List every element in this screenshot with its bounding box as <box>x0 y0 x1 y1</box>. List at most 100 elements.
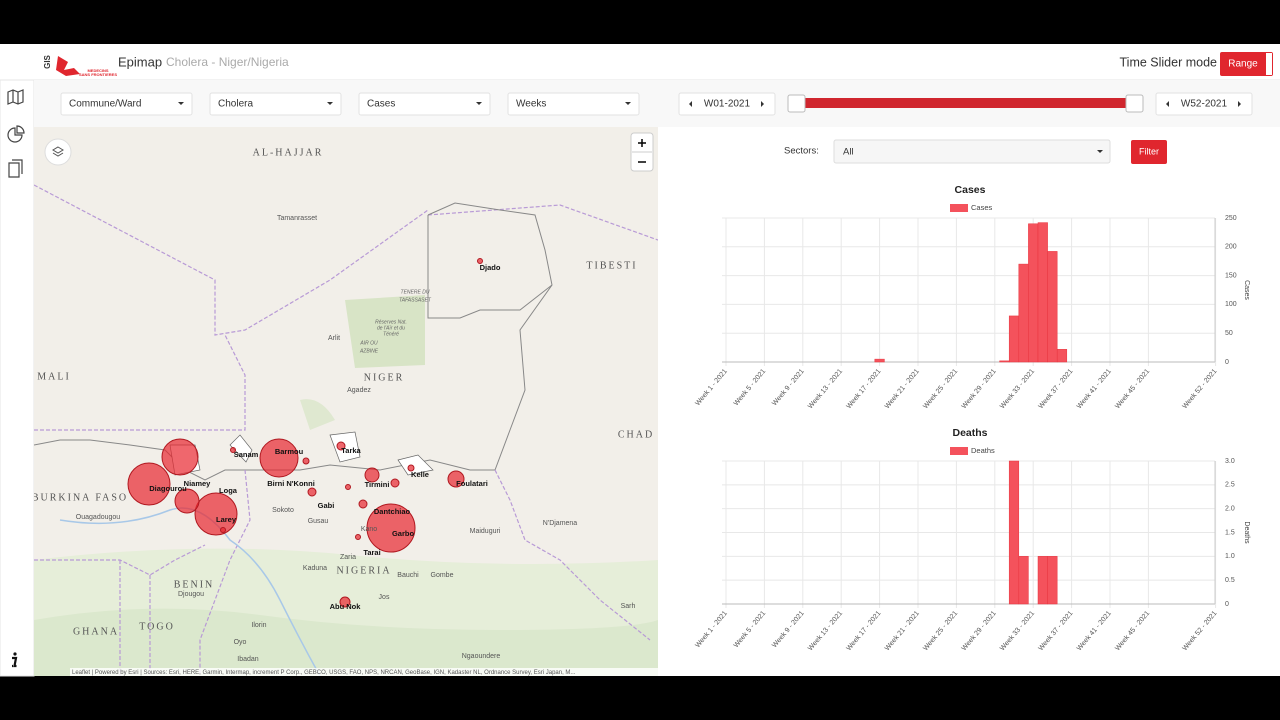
bar[interactable] <box>1008 460 1020 605</box>
prev-arrow[interactable] <box>689 101 692 107</box>
case-bubble[interactable] <box>220 527 226 533</box>
case-bubble[interactable] <box>358 499 368 509</box>
case-bubble[interactable] <box>407 464 415 472</box>
case-bubble[interactable] <box>339 596 351 608</box>
case-bubble[interactable] <box>194 492 238 536</box>
map-label: NIGERIA <box>336 565 391 576</box>
bar[interactable] <box>1047 251 1058 363</box>
sectors-label: Sectors: <box>784 146 819 157</box>
map-label: BURKINA FASO <box>32 492 128 503</box>
map-label: TENERE DU <box>401 289 430 295</box>
map-label: Gombe <box>431 572 454 579</box>
bar[interactable] <box>999 360 1010 363</box>
map-label: Sarh <box>621 603 636 610</box>
case-bubble[interactable] <box>477 258 483 264</box>
y-tick-label: 150 <box>1225 272 1237 279</box>
next-arrow[interactable] <box>1238 101 1241 107</box>
case-bubble[interactable] <box>230 447 236 453</box>
map-label: N'Djamena <box>543 520 578 527</box>
dropdown[interactable] <box>60 92 193 116</box>
sectors-select[interactable] <box>833 139 1111 164</box>
case-bubble[interactable] <box>355 534 361 540</box>
map-label: Ilorin <box>251 622 266 629</box>
bar[interactable] <box>1028 223 1039 363</box>
case-bubble[interactable] <box>447 470 465 488</box>
dropdown-caret <box>476 102 482 105</box>
y-tick-label: 1.0 <box>1225 553 1235 560</box>
week-picker[interactable] <box>1155 92 1253 116</box>
y-tick-label: 0 <box>1225 359 1229 366</box>
case-bubble[interactable] <box>307 487 317 497</box>
y-tick-label: 0.5 <box>1225 577 1235 584</box>
case-bubble[interactable] <box>364 467 380 483</box>
dropdown-caret <box>625 102 631 105</box>
bar[interactable] <box>1018 263 1029 363</box>
layers-button[interactable] <box>44 138 72 166</box>
y-tick-label: 200 <box>1225 244 1237 251</box>
logo-text: SANS FRONTIERES <box>79 72 117 77</box>
map-label: Zaria <box>340 554 356 561</box>
reserve <box>345 295 425 368</box>
filter-button[interactable] <box>1131 140 1167 164</box>
map-label: Loga <box>219 486 238 495</box>
map-label: Diagourou <box>149 484 187 493</box>
case-bubble[interactable] <box>174 488 200 514</box>
case-bubble[interactable] <box>345 484 351 490</box>
bar[interactable] <box>1037 556 1048 605</box>
next-arrow[interactable] <box>761 101 764 107</box>
map-label: AL-HAJJAR <box>253 147 324 158</box>
map-label: Niamey <box>184 479 212 488</box>
dropdown[interactable] <box>209 92 342 116</box>
map-label: Bauchi <box>397 572 419 579</box>
slider-handle[interactable] <box>1125 94 1144 113</box>
dropdown[interactable] <box>358 92 491 116</box>
dropdown-label: Cases <box>367 99 395 110</box>
zoom-in[interactable] <box>638 139 646 147</box>
bar[interactable] <box>1037 222 1048 363</box>
chart-title: Cases <box>955 184 986 196</box>
map-label: Gabi <box>318 501 335 510</box>
map-label: Tamanrasset <box>277 215 317 222</box>
case-bubble[interactable] <box>336 441 346 451</box>
filter-button-label: Filter <box>1139 146 1159 156</box>
y-tick-label: 2.5 <box>1225 482 1235 489</box>
bar[interactable] <box>1018 556 1029 605</box>
week-picker[interactable] <box>678 92 776 116</box>
case-bubble[interactable] <box>366 503 416 553</box>
map-label: TOGO <box>139 621 175 632</box>
dropdown[interactable] <box>507 92 640 116</box>
range-button[interactable] <box>1220 52 1273 76</box>
bar[interactable] <box>1047 556 1058 605</box>
info-icon-dot[interactable] <box>13 652 17 656</box>
legend-label: Deaths <box>971 446 995 455</box>
chart-icon[interactable] <box>7 125 25 143</box>
map-label: Kelle <box>411 470 429 479</box>
bar[interactable] <box>1008 315 1020 363</box>
case-bubble[interactable] <box>259 438 299 478</box>
y-tick-label: 50 <box>1225 330 1233 337</box>
y-tick-label: 2.0 <box>1225 506 1235 513</box>
map-label: Ibadan <box>237 656 259 663</box>
map-label: Barmou <box>275 447 304 456</box>
legend-swatch <box>950 447 968 455</box>
report-icon[interactable] <box>8 159 23 178</box>
map-label: Réserves Nat. <box>375 319 407 325</box>
country-border <box>34 544 206 676</box>
case-bubble[interactable] <box>127 462 171 506</box>
prev-arrow[interactable] <box>1166 101 1169 107</box>
bar[interactable] <box>1056 349 1068 363</box>
case-bubble[interactable] <box>161 438 199 476</box>
info-icon[interactable] <box>12 656 18 668</box>
region-border <box>427 215 553 319</box>
slider-handle[interactable] <box>787 94 806 113</box>
map-icon[interactable] <box>7 89 24 105</box>
project-name: Cholera - Niger/Nigeria <box>166 55 289 69</box>
case-bubble[interactable] <box>302 457 310 465</box>
river <box>59 507 321 676</box>
map-label: BENIN <box>174 579 215 590</box>
bar[interactable] <box>874 358 885 363</box>
range-button-label: Range <box>1228 59 1258 70</box>
case-bubble[interactable] <box>390 478 400 488</box>
